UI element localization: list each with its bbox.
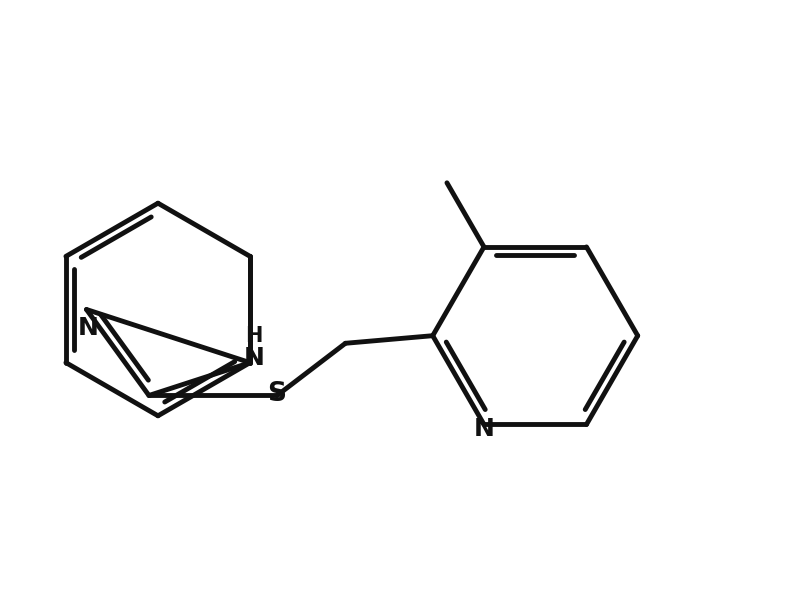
Text: S: S — [267, 380, 286, 407]
Text: H: H — [245, 326, 262, 346]
Text: N: N — [243, 346, 264, 370]
Text: N: N — [78, 316, 99, 340]
Text: N: N — [474, 417, 494, 441]
